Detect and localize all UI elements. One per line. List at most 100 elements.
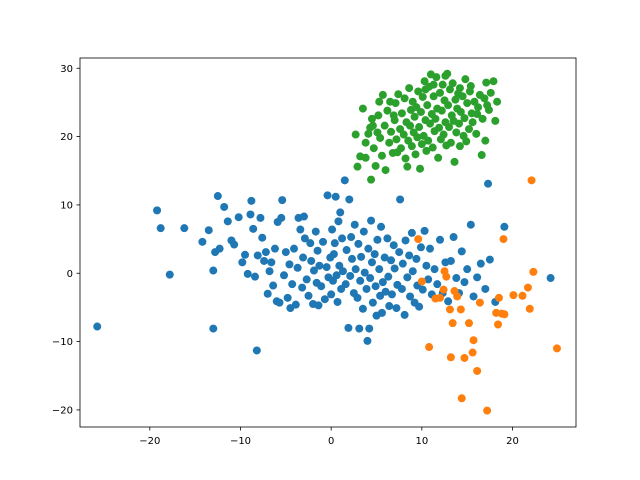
data-point	[480, 94, 489, 103]
data-point	[411, 150, 420, 159]
data-point	[351, 265, 360, 274]
data-point	[213, 192, 222, 201]
data-point	[401, 236, 410, 245]
data-point	[298, 283, 307, 292]
data-point	[198, 237, 207, 246]
data-point	[469, 336, 478, 345]
series-3	[351, 69, 502, 184]
data-point	[405, 251, 414, 260]
data-point	[473, 366, 482, 375]
data-point	[552, 344, 561, 353]
data-point	[410, 112, 419, 121]
data-point	[394, 90, 403, 99]
data-point	[380, 253, 389, 262]
x-tick-label: 10	[415, 436, 428, 447]
data-point	[314, 301, 323, 310]
data-point	[348, 254, 357, 263]
data-point	[344, 323, 353, 332]
data-point	[481, 136, 490, 145]
data-point	[377, 222, 386, 231]
data-point	[456, 107, 465, 116]
data-point	[364, 129, 373, 138]
data-point	[426, 244, 435, 253]
data-point	[478, 114, 487, 123]
data-point	[489, 77, 498, 86]
data-point	[416, 107, 425, 116]
data-point	[397, 284, 406, 293]
x-tick-label: 0	[328, 436, 334, 447]
data-point	[418, 92, 427, 101]
data-point	[403, 162, 412, 171]
data-point	[249, 224, 258, 233]
data-point	[458, 92, 467, 101]
data-point	[204, 226, 213, 235]
data-point	[209, 324, 218, 333]
data-point	[429, 80, 438, 89]
x-tick-label: −10	[230, 436, 251, 447]
data-point	[463, 265, 472, 274]
data-point	[438, 80, 447, 89]
data-point	[361, 138, 370, 147]
y-tick-label: 30	[60, 64, 73, 75]
data-point	[180, 224, 189, 233]
data-point	[367, 175, 376, 184]
data-point	[332, 271, 341, 280]
data-point	[357, 252, 366, 261]
data-point	[484, 179, 493, 188]
x-tick-label: 20	[506, 436, 519, 447]
data-point	[414, 87, 423, 96]
data-point	[376, 133, 385, 142]
data-point	[302, 275, 311, 284]
data-point	[215, 244, 224, 253]
data-point	[474, 103, 483, 112]
data-point	[430, 265, 439, 274]
data-point	[435, 293, 444, 302]
data-point	[392, 304, 401, 313]
points-layer	[93, 69, 561, 415]
data-point	[390, 264, 399, 273]
data-point	[452, 274, 461, 283]
data-point	[450, 157, 459, 166]
data-point	[417, 277, 426, 286]
data-point	[523, 283, 532, 292]
data-point	[493, 97, 502, 106]
data-point	[435, 88, 444, 97]
y-tick-label: −20	[52, 405, 73, 416]
data-point	[220, 202, 229, 211]
data-point	[445, 85, 454, 94]
data-point	[368, 298, 377, 307]
data-point	[400, 94, 409, 103]
data-point	[481, 284, 490, 293]
data-point	[307, 256, 316, 265]
data-point	[223, 217, 232, 226]
data-point	[457, 247, 466, 256]
data-point	[485, 255, 494, 264]
data-point	[375, 265, 384, 274]
data-point	[462, 137, 471, 146]
data-point	[392, 135, 401, 144]
data-point	[256, 213, 265, 222]
data-point	[421, 85, 430, 94]
data-point	[356, 276, 365, 285]
data-point	[354, 239, 363, 248]
data-point	[424, 275, 433, 284]
data-point	[407, 228, 416, 237]
data-point	[475, 298, 484, 307]
data-point	[355, 324, 364, 333]
data-point	[368, 121, 377, 130]
data-point	[483, 406, 492, 415]
data-point	[288, 280, 297, 289]
data-point	[482, 78, 491, 87]
data-point	[408, 267, 417, 276]
data-point	[306, 239, 315, 248]
data-point	[425, 343, 434, 352]
data-point	[442, 272, 451, 281]
data-point	[435, 235, 444, 244]
data-point	[299, 253, 308, 262]
data-point	[260, 256, 269, 265]
data-point	[378, 90, 387, 99]
data-point	[153, 206, 162, 215]
data-point	[362, 284, 371, 293]
data-point	[439, 130, 448, 139]
data-point	[265, 267, 274, 276]
